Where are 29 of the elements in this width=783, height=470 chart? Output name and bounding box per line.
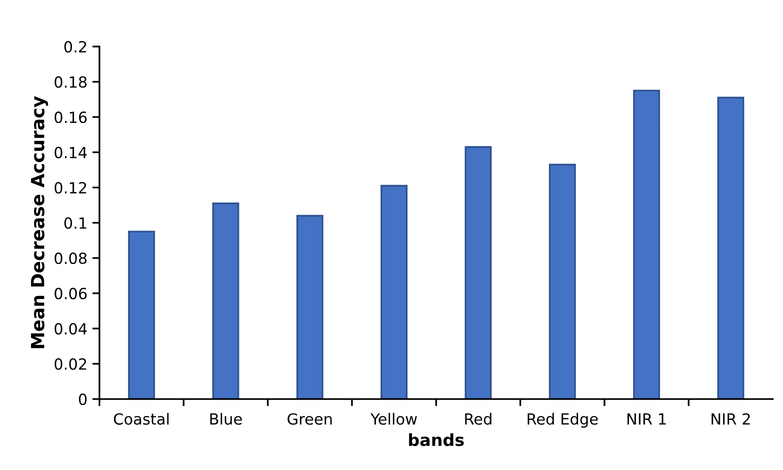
y-tick-label: 0.18 [54,76,87,88]
x-tick-label: Red Edge [528,412,598,428]
y-tick-label: 0.2 [64,40,86,53]
y-tick-label: 0 [78,393,87,406]
bar [380,184,408,400]
x-tick-label: Blue [210,412,242,425]
y-tick-label: 0.06 [54,288,87,300]
y-axis-title: Mean Decrease Accuracy [31,96,48,348]
y-tick-label: 0.08 [54,252,87,264]
x-tick-label: Green [288,413,332,425]
y-tick-label: 0.12 [54,182,86,194]
bar [128,230,155,400]
x-tick-label: Coastal [114,412,169,425]
y-tick-label: 0.16 [54,111,87,124]
bar [633,90,660,400]
y-tick-label: 0.02 [54,358,86,370]
bar [296,214,324,400]
bar [464,146,492,400]
x-axis-title: bands [409,433,464,446]
x-tick-label: Yellow [370,412,417,425]
y-tick-label: 0.04 [54,322,87,335]
bar [548,164,576,400]
x-tick-label: NIR 1 [627,413,666,425]
bar [212,202,240,400]
bar [717,96,744,400]
x-tick-label: NIR 2 [712,413,750,425]
y-tick-label: 0.1 [64,217,86,229]
y-tick-label: 0.14 [54,146,87,158]
x-tick-label: Red [465,412,492,425]
